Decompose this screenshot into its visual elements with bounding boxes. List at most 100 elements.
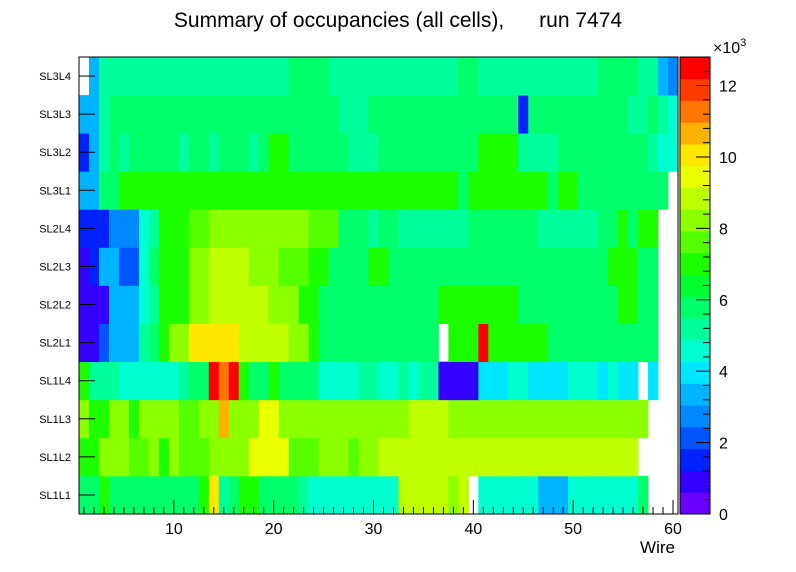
heatmap-cell (388, 247, 399, 286)
heatmap-cell (168, 133, 180, 172)
heatmap-cell (218, 57, 230, 96)
palette-swatch (680, 165, 710, 188)
heatmap-cell (278, 57, 290, 96)
heatmap-cell (308, 57, 319, 96)
heatmap-cell (628, 247, 639, 286)
heatmap-cell (228, 95, 240, 134)
heatmap-cell (238, 475, 250, 515)
palette-swatch (680, 144, 710, 167)
heatmap-cell (668, 57, 679, 96)
heatmap-cell (228, 361, 240, 401)
heatmap-cell (468, 437, 479, 477)
heatmap-cell (628, 475, 639, 515)
heatmap-cell (288, 133, 300, 172)
heatmap-cell (448, 95, 459, 134)
heatmap-cell (268, 323, 280, 363)
heatmap-cell (488, 57, 499, 96)
heatmap-cell (298, 437, 310, 477)
heatmap-cell (308, 171, 319, 210)
heatmap-cell (128, 437, 140, 477)
heatmap-cell (278, 209, 290, 248)
heatmap-cell (578, 399, 589, 439)
heatmap-cell (158, 361, 170, 401)
heatmap-cell (348, 95, 359, 134)
heatmap-cell (418, 209, 429, 248)
heatmap-cell (128, 57, 140, 96)
heatmap-cell (298, 361, 310, 401)
heatmap-cell (148, 171, 160, 210)
heatmap-cell (588, 95, 599, 134)
heatmap-cell (268, 247, 280, 286)
heatmap-cell (338, 57, 349, 96)
heatmap-cell (628, 361, 639, 401)
heatmap-cell (238, 171, 250, 210)
heatmap-cell (568, 475, 579, 515)
heatmap-cell (538, 361, 549, 401)
heatmap-cell (538, 323, 549, 363)
heatmap-cell (488, 437, 499, 477)
heatmap-cell (338, 475, 349, 515)
heatmap-cell (188, 133, 200, 172)
heatmap-cell (398, 323, 409, 363)
heatmap-cell (208, 437, 220, 477)
heatmap-cell (618, 361, 629, 401)
heatmap-cell (228, 57, 240, 96)
heatmap-cell (288, 285, 300, 324)
heatmap-cell (588, 437, 599, 477)
heatmap-cell (328, 247, 339, 286)
heatmap-cell (638, 285, 649, 324)
heatmap-cell (608, 171, 619, 210)
heatmap-cell (528, 209, 539, 248)
heatmap-cell (128, 323, 140, 363)
heatmap-cell (228, 209, 240, 248)
heatmap-cell (128, 95, 140, 134)
heatmap-cell (538, 209, 549, 248)
heatmap-cell (298, 57, 310, 96)
heatmap-cell (118, 323, 130, 363)
heatmap-cell (258, 95, 270, 134)
heatmap-cell (448, 475, 459, 515)
heatmap-cell (378, 437, 389, 477)
heatmap-cell (288, 399, 300, 439)
heatmap-cell (598, 399, 609, 439)
heatmap-cell (138, 437, 150, 477)
heatmap-cell (368, 209, 379, 248)
heatmap-cell (618, 437, 629, 477)
heatmap-cell (578, 95, 589, 134)
heatmap-cell (288, 247, 300, 286)
heatmap-cell (338, 133, 349, 172)
heatmap-cell (278, 475, 290, 515)
heatmap-cell (338, 399, 349, 439)
heatmap-cell (398, 95, 409, 134)
heatmap-cell (208, 399, 220, 439)
heatmap-cell (438, 437, 449, 477)
heatmap-cell (348, 285, 359, 324)
heatmap-cell (618, 323, 629, 363)
heatmap-cell (598, 209, 609, 248)
heatmap-cell (528, 475, 539, 515)
heatmap-cell (318, 437, 329, 477)
heatmap-cell (388, 361, 399, 401)
x-tick-label: 40 (464, 521, 482, 538)
heatmap-cell (358, 361, 369, 401)
heatmap-cell (368, 171, 379, 210)
heatmap-cell (248, 323, 260, 363)
heatmap-cell (458, 209, 469, 248)
heatmap-cell (198, 95, 210, 134)
heatmap-cell (668, 133, 679, 172)
heatmap-cell (248, 133, 260, 172)
heatmap-cell (418, 399, 429, 439)
heatmap-cell (368, 285, 379, 324)
heatmap-cell (168, 57, 180, 96)
heatmap-cell (608, 95, 619, 134)
heatmap-cell (518, 171, 529, 210)
heatmap-cell (208, 285, 220, 324)
heatmap-cell (638, 247, 649, 286)
heatmap-cell (618, 171, 629, 210)
heatmap-cell (518, 323, 529, 363)
heatmap-cell (188, 209, 200, 248)
heatmap-cell (258, 399, 270, 439)
heatmap-cell (648, 361, 659, 401)
heatmap-cell (468, 323, 479, 363)
heatmap-cell (158, 57, 170, 96)
